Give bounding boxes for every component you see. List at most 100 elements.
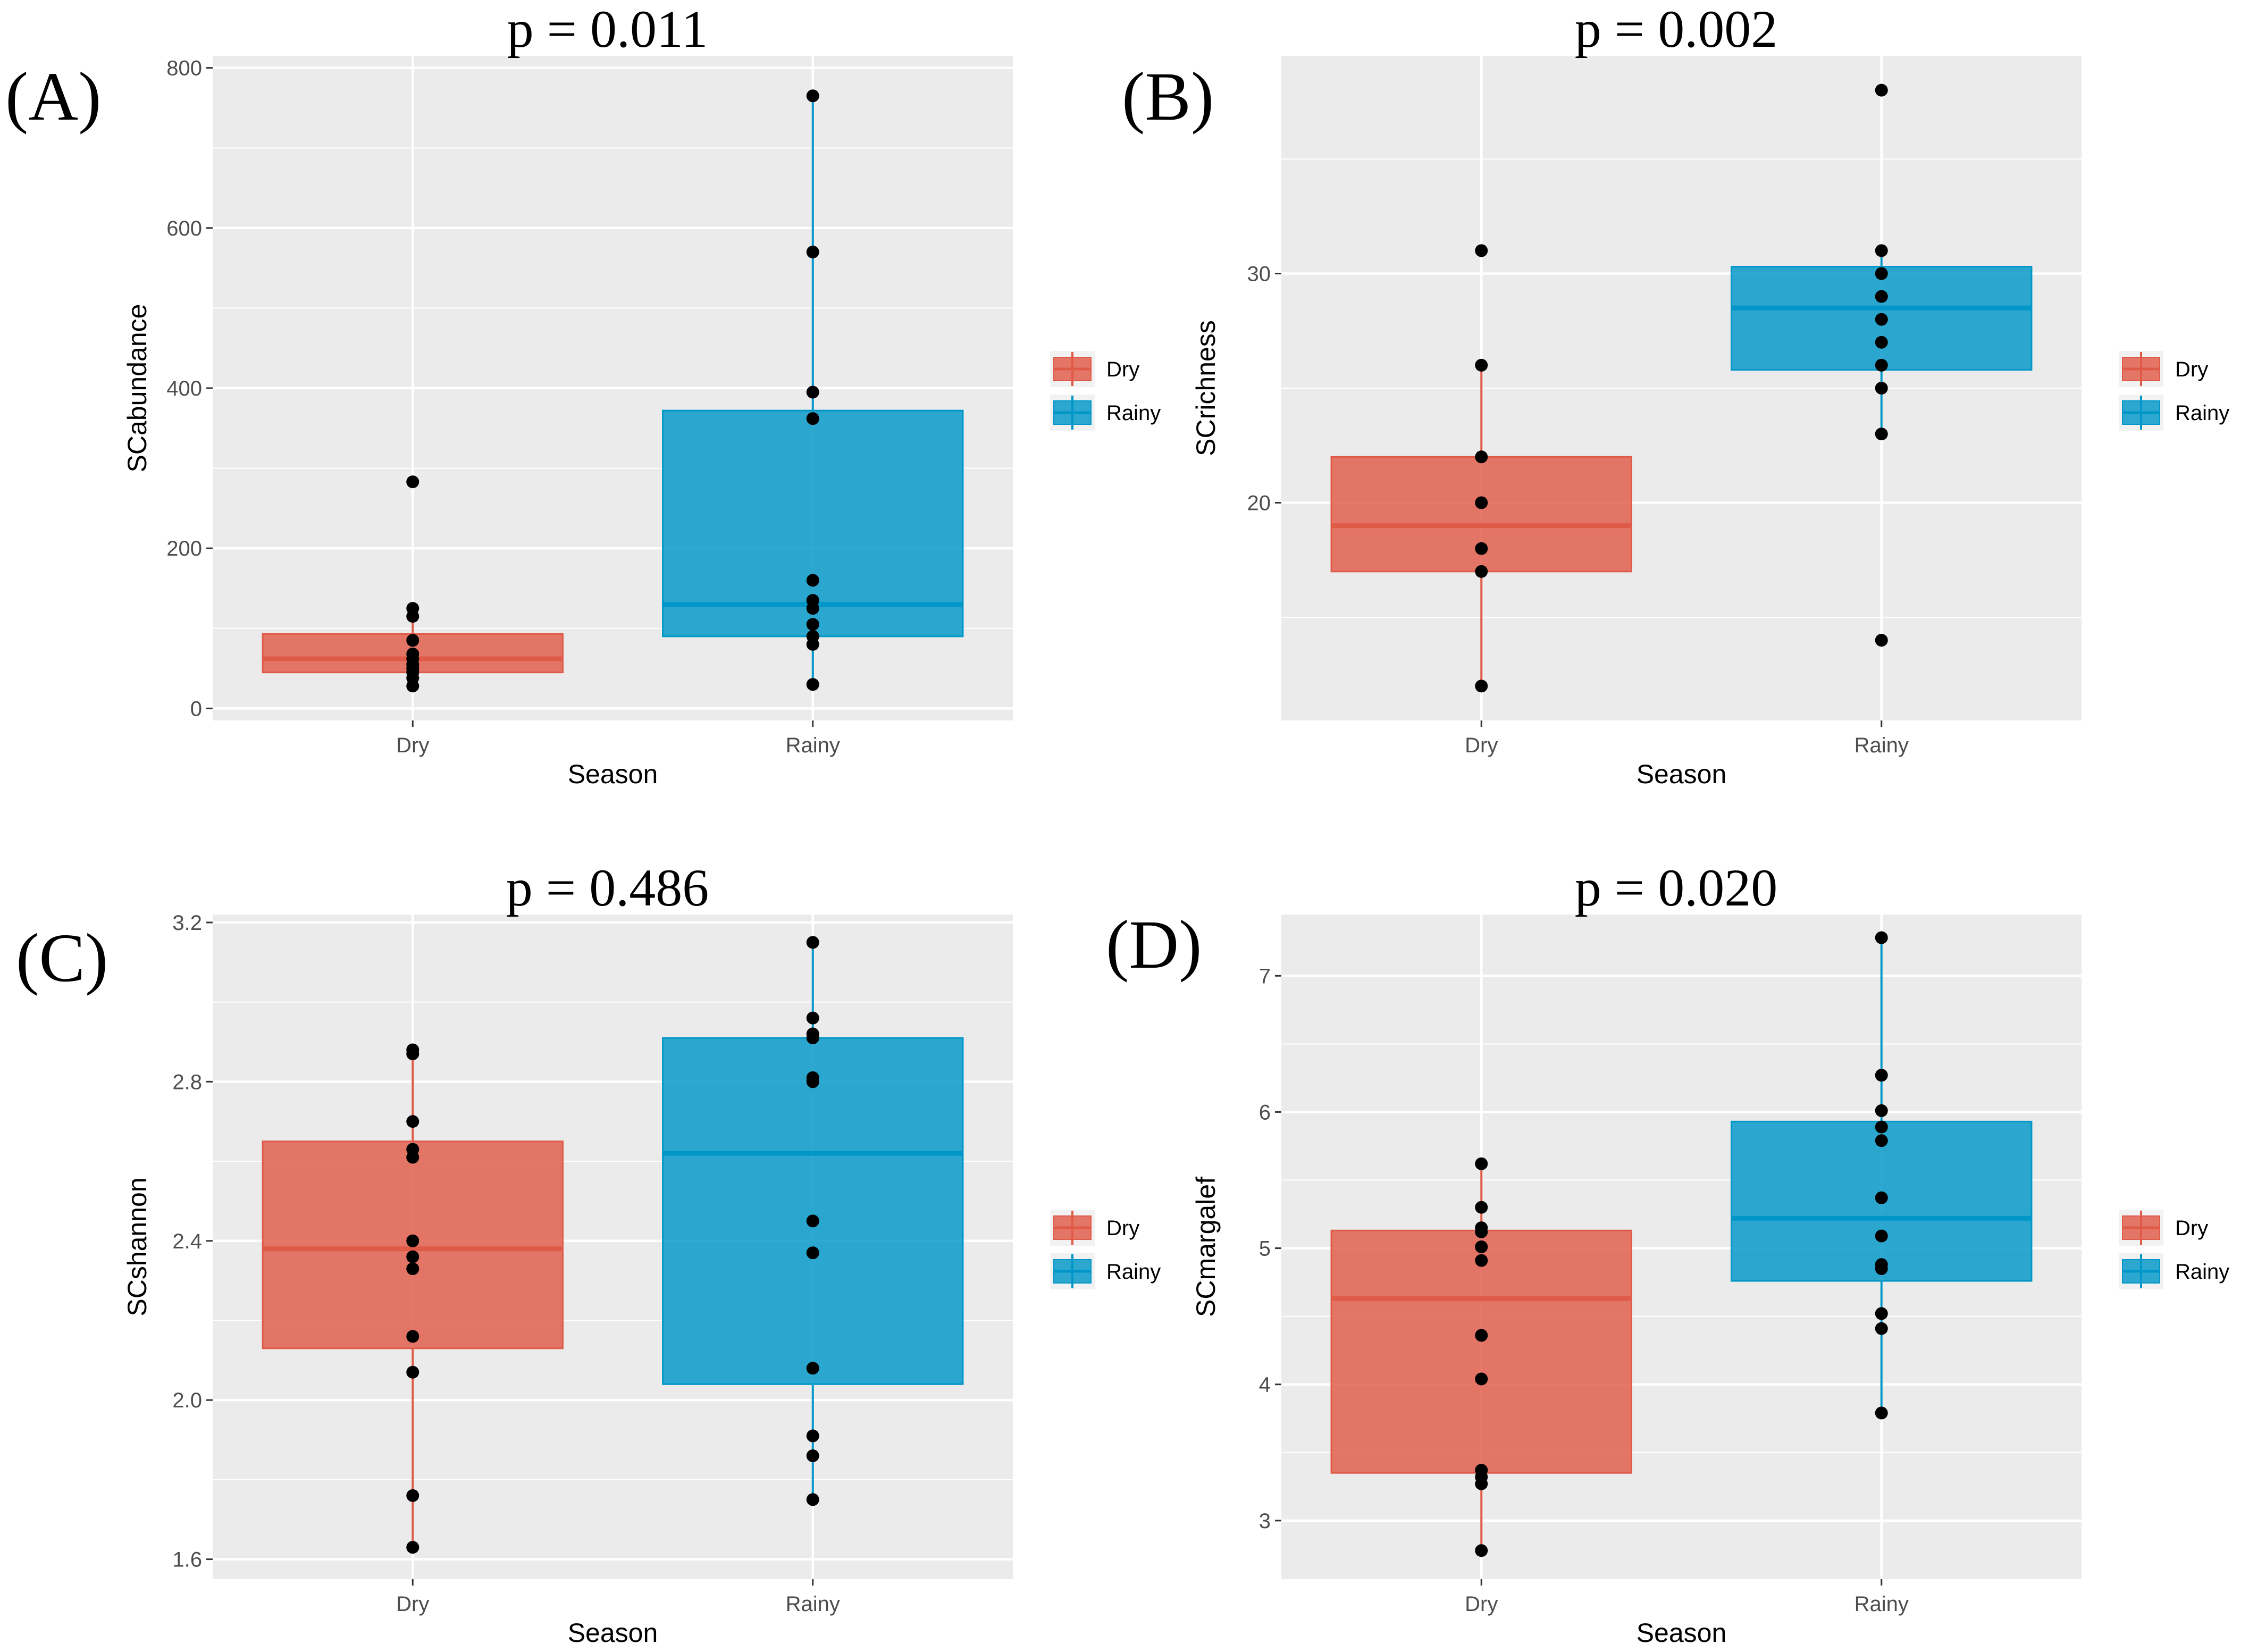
legend-key-rainy <box>2119 395 2163 431</box>
y-axis-title: SCabundance <box>122 304 152 473</box>
legend-key-dry <box>1050 1210 1095 1246</box>
y-tick-label: 800 <box>166 57 202 80</box>
data-point <box>406 648 419 660</box>
boxplot-rainy <box>662 89 964 691</box>
data-point <box>406 1143 419 1156</box>
data-point <box>1875 1191 1888 1204</box>
data-point <box>406 1250 419 1263</box>
legend-key-dry <box>2119 351 2163 387</box>
legend-label: Rainy <box>1106 1260 1161 1284</box>
data-point <box>806 89 819 103</box>
data-point <box>806 245 819 258</box>
data-point <box>1875 1069 1888 1082</box>
chart-title: p = 0.486 <box>506 858 709 917</box>
data-point <box>1475 1157 1488 1170</box>
data-point <box>806 936 819 949</box>
x-tick-label: Dry <box>1465 1592 1498 1616</box>
boxplot-rainy <box>1731 83 2033 647</box>
y-tick-label: 200 <box>166 537 202 560</box>
data-point <box>1875 1134 1888 1147</box>
chart-title: p = 0.020 <box>1575 858 1777 917</box>
data-point <box>806 1449 819 1462</box>
data-point <box>1875 1322 1888 1335</box>
data-point <box>1875 358 1888 372</box>
y-axis-title: SCmargalef <box>1191 1177 1221 1317</box>
data-point <box>1475 450 1488 464</box>
y-tick-label: 3.2 <box>172 911 202 935</box>
x-axis-title: Season <box>1637 759 1727 789</box>
x-tick-label: Dry <box>1465 734 1498 757</box>
data-point <box>806 1071 819 1084</box>
y-tick-label: 2.8 <box>172 1070 202 1094</box>
legend-label: Rainy <box>1106 401 1161 425</box>
data-point <box>406 1115 419 1128</box>
y-tick-label: 20 <box>1247 492 1271 515</box>
data-point <box>406 1330 419 1343</box>
data-point <box>406 1234 419 1247</box>
x-tick-label: Rainy <box>1854 1592 1909 1616</box>
data-point <box>1475 1254 1488 1267</box>
data-point <box>806 630 819 643</box>
legend-label: Dry <box>2175 1217 2208 1240</box>
data-point <box>1875 336 1888 349</box>
data-point <box>1875 1229 1888 1243</box>
x-axis-title: Season <box>1637 1618 1727 1648</box>
chart-title: p = 0.011 <box>507 0 708 58</box>
y-tick-label: 7 <box>1259 965 1271 988</box>
legend-label: Rainy <box>2175 1260 2229 1284</box>
data-point <box>806 574 819 587</box>
data-point <box>1875 313 1888 326</box>
legend-key-rainy <box>2119 1253 2163 1289</box>
data-point <box>806 678 819 691</box>
data-point <box>806 1493 819 1506</box>
data-point <box>1875 427 1888 441</box>
data-point <box>806 1362 819 1375</box>
chart-panel-a: 0 200 400 600 800 Dry Rainy Season SCabundance p … <box>122 0 1161 789</box>
data-point <box>1875 1104 1888 1117</box>
data-point <box>1875 1307 1888 1320</box>
legend-label: Rainy <box>2175 401 2229 425</box>
y-tick-label: 30 <box>1247 262 1271 286</box>
legend: Dry Rainy <box>1050 1210 1161 1289</box>
data-point <box>1875 634 1888 647</box>
panel-label: (C) <box>16 920 108 996</box>
x-tick-label: Dry <box>396 734 429 757</box>
legend-key-dry <box>2119 1210 2163 1246</box>
data-point <box>1475 1240 1488 1253</box>
data-point <box>806 1214 819 1228</box>
data-point <box>406 1365 419 1379</box>
y-tick-label: 5 <box>1259 1237 1271 1261</box>
data-point <box>1475 1201 1488 1214</box>
chart-panel-c: 1.6 2.0 2.4 2.8 3.2 Dry Rainy Season SCshannon p … <box>122 858 1161 1648</box>
y-tick-label: 2.4 <box>172 1230 202 1253</box>
legend-label: Dry <box>1106 1217 1139 1240</box>
y-axis-title: SCrichness <box>1191 320 1221 456</box>
legend: Dry Rainy <box>1050 351 1161 431</box>
box-iqr <box>662 1037 964 1385</box>
data-point <box>1475 1329 1488 1342</box>
legend: Dry Rainy <box>2119 1210 2229 1289</box>
data-point <box>406 602 419 615</box>
data-point <box>406 475 419 489</box>
data-point <box>806 594 819 607</box>
data-point <box>1475 1372 1488 1386</box>
data-point <box>1875 83 1888 97</box>
data-point <box>1475 565 1488 578</box>
panel-label: (A) <box>5 58 101 135</box>
legend-key-dry <box>1050 351 1095 387</box>
chart-title: p = 0.002 <box>1575 0 1777 58</box>
data-point <box>806 385 819 399</box>
data-point <box>406 634 419 647</box>
y-tick-label: 400 <box>166 377 202 400</box>
boxplot-dry <box>262 1043 564 1554</box>
data-point <box>406 1262 419 1276</box>
y-tick-label: 6 <box>1259 1101 1271 1124</box>
legend-key-rainy <box>1050 395 1095 431</box>
panel-label: (D) <box>1106 907 1202 983</box>
data-point <box>1875 1120 1888 1134</box>
data-point <box>1475 1221 1488 1235</box>
y-tick-label: 3 <box>1259 1510 1271 1533</box>
boxplot-dry <box>262 475 564 693</box>
data-point <box>406 1541 419 1554</box>
data-point <box>806 1246 819 1260</box>
